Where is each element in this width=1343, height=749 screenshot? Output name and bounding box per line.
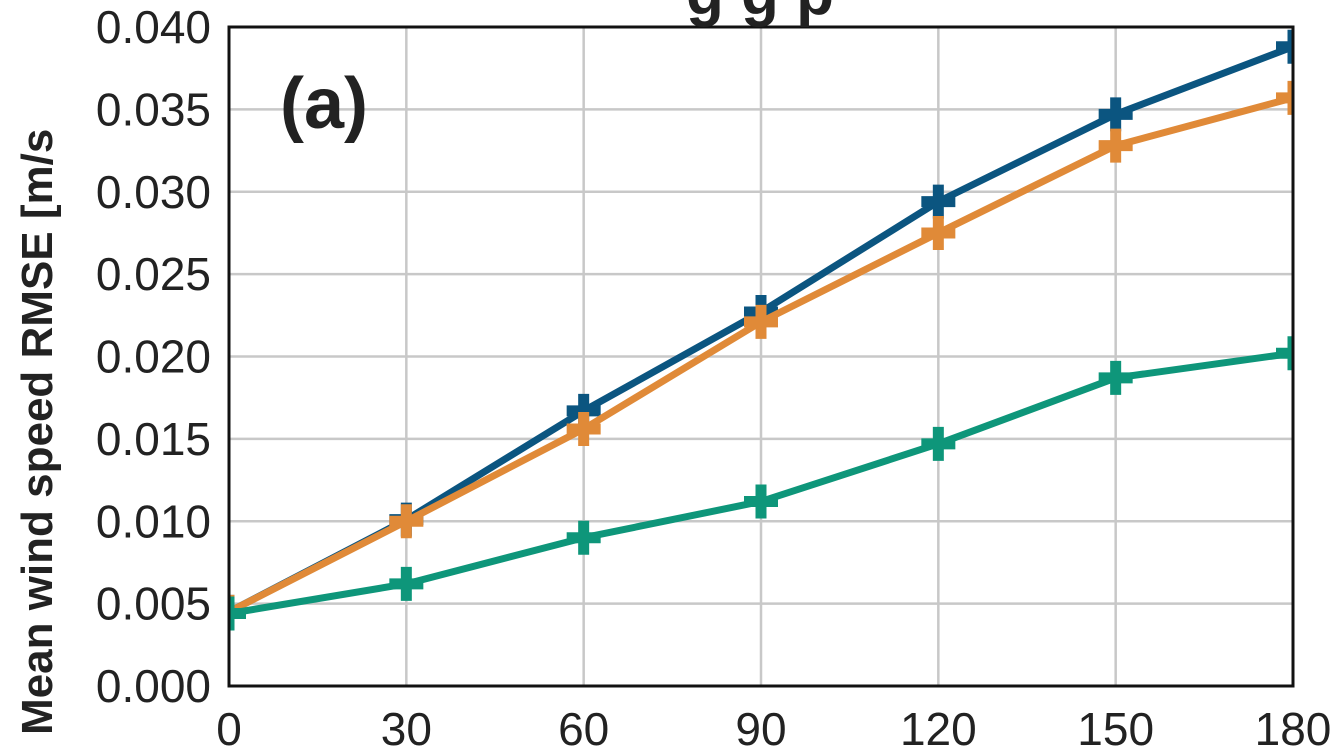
x-tick-label: 30 [381, 703, 432, 749]
y-tick-label: 0.025 [96, 248, 211, 300]
data-point-marker [921, 215, 956, 250]
data-point-marker [566, 520, 601, 555]
series-layer [229, 29, 1293, 631]
y-tick-label: 0.035 [96, 83, 211, 135]
data-point-marker [744, 304, 778, 339]
x-tick-label: 120 [900, 703, 977, 749]
chart-title: g g p [686, 0, 834, 28]
y-tick-label: 0.005 [96, 578, 211, 630]
data-point-marker [921, 184, 956, 219]
data-point-marker [1276, 336, 1293, 371]
y-tick-label: 0.020 [96, 331, 211, 383]
data-point-marker [566, 411, 601, 446]
data-point-marker [744, 484, 778, 519]
y-tick-label: 0.030 [96, 166, 211, 218]
y-tick-label: 0.000 [96, 660, 211, 712]
plot-frame [227, 25, 1295, 688]
y-axis-ticks: 0.000 0.005 0.010 0.015 0.020 0.025 0.030 0.035… [96, 1, 211, 712]
data-point-marker [1276, 29, 1293, 64]
data-point-marker [389, 566, 424, 601]
data-point-marker [389, 504, 424, 539]
x-axis-ticks: 0 30 60 90 120 150 180 [216, 703, 1331, 749]
y-tick-label: 0.040 [96, 1, 211, 53]
x-tick-label: 150 [1077, 703, 1154, 749]
y-tick-label: 0.015 [96, 413, 211, 465]
data-point-marker [229, 596, 246, 631]
x-tick-label: 60 [558, 703, 609, 749]
data-point-marker [1098, 97, 1133, 132]
data-point-marker [921, 426, 956, 461]
series-3 [229, 336, 1293, 631]
panel-label: (a) [280, 64, 368, 144]
x-tick-label: 90 [735, 703, 786, 749]
data-point-marker [1276, 80, 1293, 115]
y-axis-label: Mean wind speed RMSE [m/s [13, 129, 62, 735]
data-point-marker [1098, 128, 1133, 163]
y-tick-label: 0.010 [96, 495, 211, 547]
data-point-marker [1098, 360, 1133, 395]
x-tick-label: 180 [1255, 703, 1332, 749]
x-tick-label: 0 [216, 703, 242, 749]
